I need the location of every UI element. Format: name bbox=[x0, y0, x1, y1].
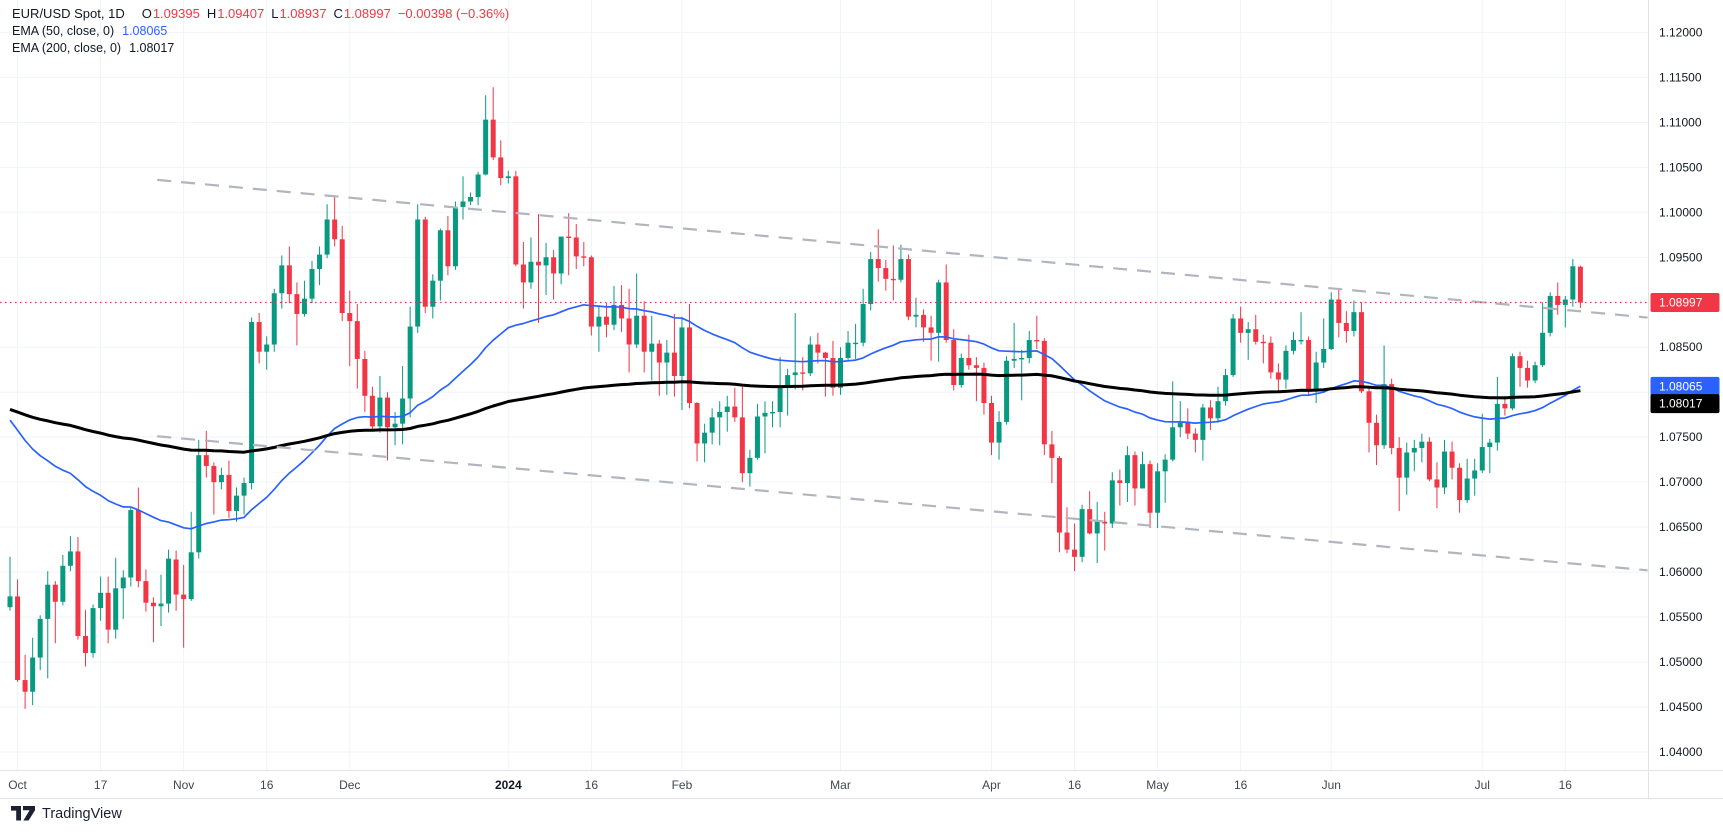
low-label: L bbox=[271, 6, 279, 21]
legend-ema200-row[interactable]: EMA (200, close, 0) 1.08017 bbox=[12, 39, 509, 56]
svg-text:1.07000: 1.07000 bbox=[1659, 475, 1703, 489]
svg-text:1.05000: 1.05000 bbox=[1659, 655, 1703, 669]
svg-text:1.09500: 1.09500 bbox=[1659, 250, 1703, 264]
svg-text:Jul: Jul bbox=[1475, 778, 1490, 792]
svg-text:1.10500: 1.10500 bbox=[1659, 160, 1703, 174]
svg-text:1.04000: 1.04000 bbox=[1659, 745, 1703, 759]
open-value: 1.09395 bbox=[152, 6, 200, 21]
svg-text:Mar: Mar bbox=[830, 778, 851, 792]
svg-text:1.08500: 1.08500 bbox=[1659, 340, 1703, 354]
svg-text:May: May bbox=[1146, 778, 1169, 792]
ema50-label: EMA (50, close, 0) bbox=[12, 24, 115, 38]
open-label: O bbox=[141, 6, 152, 21]
svg-text:1.11000: 1.11000 bbox=[1659, 115, 1702, 129]
legend-symbol-row[interactable]: EUR/USD Spot, 1D O1.09395 H1.09407 L1.08937… bbox=[12, 5, 509, 22]
symbol-title: EUR/USD Spot, 1D bbox=[12, 6, 125, 21]
svg-text:17: 17 bbox=[94, 778, 108, 792]
svg-text:Jun: Jun bbox=[1322, 778, 1341, 792]
svg-text:1.10000: 1.10000 bbox=[1659, 205, 1703, 219]
svg-text:1.04500: 1.04500 bbox=[1659, 700, 1703, 714]
svg-text:Oct: Oct bbox=[8, 778, 27, 792]
svg-text:1.05500: 1.05500 bbox=[1659, 610, 1703, 624]
channel-trendlines[interactable] bbox=[157, 178, 1648, 572]
high-value: 1.09407 bbox=[217, 6, 265, 21]
svg-text:1.08997: 1.08997 bbox=[1659, 296, 1703, 310]
svg-text:Nov: Nov bbox=[173, 778, 194, 792]
ema50-line bbox=[9, 303, 1581, 530]
svg-text:1.08065: 1.08065 bbox=[1659, 379, 1703, 393]
svg-text:16: 16 bbox=[1068, 778, 1082, 792]
price-axis-badges: 1.08997 1.08065 1.08017 bbox=[1650, 293, 1720, 414]
svg-text:Feb: Feb bbox=[672, 778, 693, 792]
svg-text:Dec: Dec bbox=[339, 778, 360, 792]
price-axis[interactable]: 1.12000 1.11500 1.11000 1.10500 1.10000 1.095… bbox=[1659, 25, 1703, 759]
ema200-line bbox=[9, 372, 1581, 454]
svg-text:16: 16 bbox=[585, 778, 599, 792]
svg-text:1.06500: 1.06500 bbox=[1659, 520, 1703, 534]
tradingview-brand-text: TradingView bbox=[42, 806, 122, 822]
chart-legend: EUR/USD Spot, 1D O1.09395 H1.09407 L1.08937… bbox=[12, 5, 509, 56]
svg-text:2024: 2024 bbox=[495, 778, 522, 792]
ema200-value: 1.08017 bbox=[129, 41, 175, 55]
svg-text:1.07500: 1.07500 bbox=[1659, 430, 1703, 444]
tradingview-attribution[interactable]: TradingView bbox=[10, 805, 122, 823]
axis-borders bbox=[0, 0, 1723, 799]
svg-text:16: 16 bbox=[1234, 778, 1248, 792]
ema200-label: EMA (200, close, 0) bbox=[12, 41, 122, 55]
svg-text:1.06000: 1.06000 bbox=[1659, 565, 1703, 579]
svg-text:1.12000: 1.12000 bbox=[1659, 25, 1703, 39]
svg-text:16: 16 bbox=[260, 778, 274, 792]
ema50-value: 1.08065 bbox=[122, 24, 168, 38]
svg-text:Apr: Apr bbox=[982, 778, 1001, 792]
tradingview-logo-icon bbox=[11, 806, 35, 821]
candlestick-series bbox=[7, 87, 1583, 709]
low-value: 1.08937 bbox=[279, 6, 327, 21]
change-value: −0.00398 (−0.36%) bbox=[397, 6, 510, 21]
legend-ema50-row[interactable]: EMA (50, close, 0) 1.08065 bbox=[12, 22, 509, 39]
svg-text:16: 16 bbox=[1559, 778, 1573, 792]
time-axis[interactable]: Oct 17 Nov 16 Dec 2024 16 Feb Mar Apr 16 May 16 Jun Ju… bbox=[8, 778, 1572, 792]
high-label: H bbox=[206, 6, 217, 21]
close-value: 1.08997 bbox=[343, 6, 391, 21]
svg-text:1.11500: 1.11500 bbox=[1659, 70, 1702, 84]
close-label: C bbox=[333, 6, 343, 21]
svg-text:1.08017: 1.08017 bbox=[1659, 397, 1703, 411]
